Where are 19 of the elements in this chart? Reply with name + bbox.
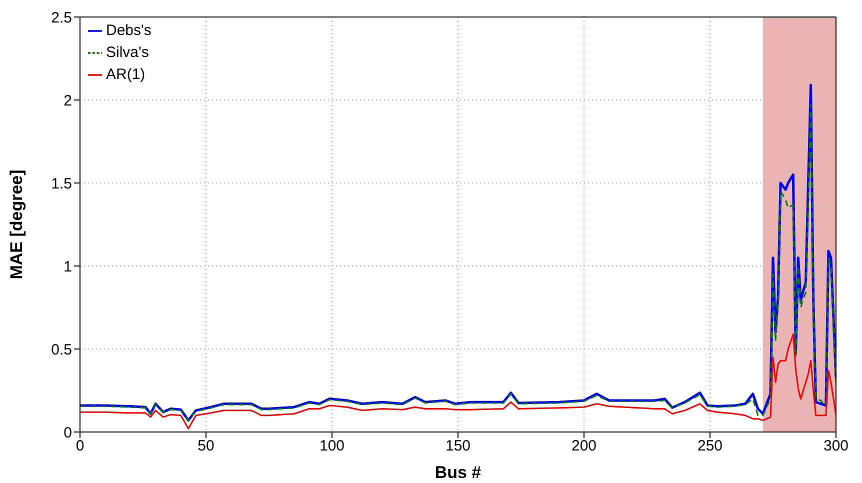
y-axis-title: MAE [degree] [7, 170, 26, 280]
line-series [80, 333, 836, 430]
y-tick-label: 1.5 [51, 175, 72, 192]
x-tick-label: 250 [697, 438, 723, 455]
y-tick-label: 0 [64, 424, 72, 442]
legend-label: AR(1) [106, 66, 146, 83]
y-tick-label: 0.5 [51, 341, 72, 358]
x-tick-label: 200 [571, 438, 597, 455]
legend-label: Silva's [106, 44, 149, 61]
legend-label: Debs's [106, 22, 152, 39]
x-tick-label: 300 [823, 438, 849, 455]
y-tick-label: 1 [64, 258, 72, 276]
x-tick-label: 50 [198, 438, 214, 455]
x-tick-label: 100 [319, 438, 345, 455]
x-tick-label: 0 [76, 438, 84, 455]
y-tick-label: 2 [64, 92, 72, 110]
x-axis-title: Bus # [434, 463, 482, 482]
y-tick-label: 2.5 [51, 9, 72, 26]
x-tick-label: 150 [445, 438, 471, 455]
